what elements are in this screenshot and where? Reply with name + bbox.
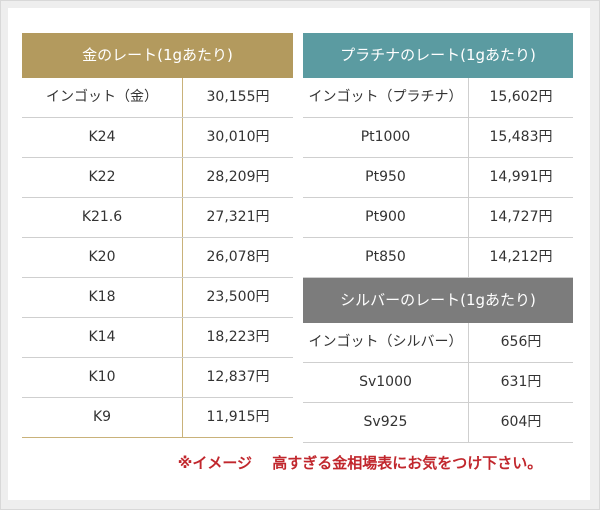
item-price: 604円	[468, 403, 573, 442]
item-price: 30,155円	[182, 78, 293, 117]
note: ※イメージ 高すぎる金相場表にお気をつけ下さい。	[177, 454, 543, 472]
table-row: K22 28,209円	[22, 158, 293, 198]
item-price: 30,010円	[182, 118, 293, 157]
item-price: 12,837円	[182, 358, 293, 397]
item-price: 14,727円	[468, 198, 573, 237]
item-name: インゴット（プラチナ）	[308, 89, 463, 105]
table-row: K9 11,915円	[22, 398, 293, 438]
item-price: 27,321円	[182, 198, 293, 237]
item-name: Pt1000	[360, 129, 411, 145]
panel	[8, 8, 590, 500]
item-price: 26,078円	[182, 238, 293, 277]
table-row: Pt900 14,727円	[303, 198, 573, 238]
item-name: Pt950	[365, 169, 406, 185]
item-price: 28,209円	[182, 158, 293, 197]
table-row: インゴット（プラチナ） 15,602円	[303, 78, 573, 118]
item-name: K24	[88, 129, 116, 145]
table-row: K24 30,010円	[22, 118, 293, 158]
item-price: 15,602円	[468, 78, 573, 117]
table-row: Pt1000 15,483円	[303, 118, 573, 158]
item-name: K9	[92, 409, 112, 425]
item-name: Pt850	[365, 249, 406, 265]
item-name: インゴット（シルバー）	[308, 334, 463, 350]
table-row: Sv1000 631円	[303, 363, 573, 403]
item-name: K18	[88, 289, 116, 305]
table-row: インゴット（シルバー） 656円	[303, 323, 573, 363]
item-name: Pt900	[365, 209, 406, 225]
rate-table: プラチナのレート(1gあたり) インゴット（プラチナ） 15,602円 Pt1000 1…	[303, 33, 573, 278]
table-header: シルバーのレート(1gあたり)	[303, 278, 573, 323]
item-price: 14,991円	[468, 158, 573, 197]
item-name: K14	[88, 329, 116, 345]
item-name: K22	[88, 169, 116, 185]
table-row: K20 26,078円	[22, 238, 293, 278]
table-row: K21.6 27,321円	[22, 198, 293, 238]
item-price: 11,915円	[182, 398, 293, 437]
table-header: 金のレート(1gあたり)	[22, 33, 293, 78]
rate-table: 金のレート(1gあたり) インゴット（金） 30,155円 K24 30,010円 K22…	[22, 33, 293, 438]
table-row: Pt850 14,212円	[303, 238, 573, 278]
item-name: K20	[88, 249, 116, 265]
item-price: 18,223円	[182, 318, 293, 357]
table-row: Pt950 14,991円	[303, 158, 573, 198]
item-name: インゴット（金）	[46, 89, 158, 105]
item-name: K21.6	[81, 209, 123, 225]
table-header: プラチナのレート(1gあたり)	[303, 33, 573, 78]
item-price: 656円	[468, 323, 573, 362]
table-row: インゴット（金） 30,155円	[22, 78, 293, 118]
table-row: K18 23,500円	[22, 278, 293, 318]
table-row: K10 12,837円	[22, 358, 293, 398]
item-price: 15,483円	[468, 118, 573, 157]
rate-table: シルバーのレート(1gあたり) インゴット（シルバー） 656円 Sv1000 631円…	[303, 278, 573, 443]
item-price: 23,500円	[182, 278, 293, 317]
item-price: 631円	[468, 363, 573, 402]
item-name: K10	[88, 369, 116, 385]
table-row: K14 18,223円	[22, 318, 293, 358]
item-name: Sv925	[363, 414, 408, 430]
item-name: Sv1000	[359, 374, 412, 390]
table-row: Sv925 604円	[303, 403, 573, 443]
item-price: 14,212円	[468, 238, 573, 277]
